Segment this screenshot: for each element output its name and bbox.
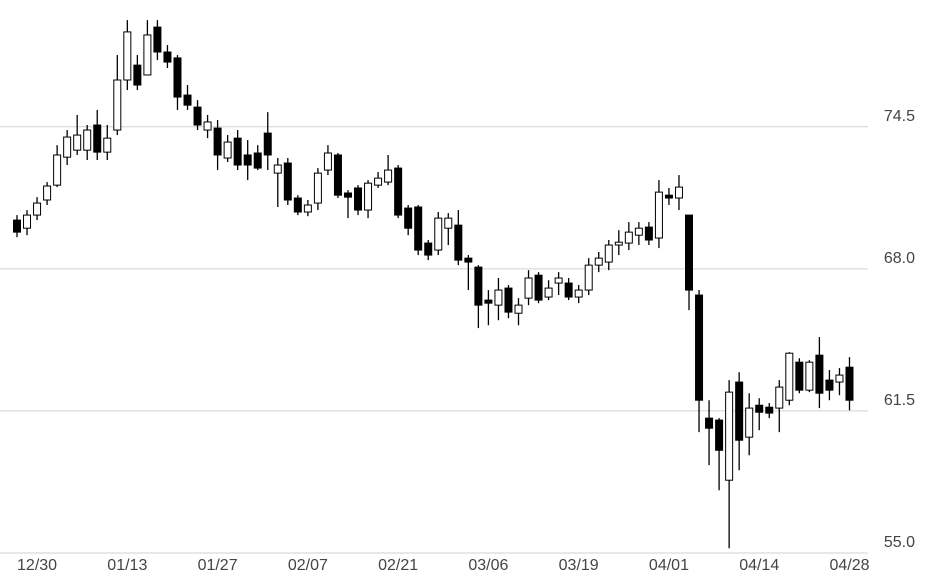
candle-body xyxy=(654,191,663,239)
x-tick-label: 04/14 xyxy=(739,557,779,574)
candle-body xyxy=(333,154,342,196)
x-tick-label: 02/21 xyxy=(378,557,418,574)
candle-body xyxy=(524,277,533,299)
candle-body xyxy=(494,289,503,306)
candle-body xyxy=(755,404,764,413)
candle-body xyxy=(795,361,804,391)
candle-body xyxy=(564,282,573,298)
candle-body xyxy=(424,242,433,256)
x-tick-label: 12/30 xyxy=(17,557,57,574)
candle-body xyxy=(484,299,493,304)
candle-body xyxy=(313,172,322,204)
candle-body xyxy=(83,129,92,151)
candle-body xyxy=(364,182,373,211)
candle-body xyxy=(404,207,413,229)
candle-body xyxy=(163,51,172,63)
candle-body xyxy=(434,217,443,251)
candle-body xyxy=(825,379,834,391)
candle-body xyxy=(93,124,102,153)
candle-body xyxy=(594,257,603,266)
candle-body xyxy=(203,121,212,131)
candle-body xyxy=(173,57,182,98)
candle-body xyxy=(354,187,363,211)
candle-body xyxy=(835,374,844,383)
candle-body xyxy=(13,219,21,233)
candle-body xyxy=(674,186,683,199)
candle-body xyxy=(785,352,794,401)
candle-body xyxy=(815,354,824,394)
candle-body xyxy=(323,152,332,171)
candle-body xyxy=(735,381,744,441)
candle-body xyxy=(805,361,814,391)
candle-body xyxy=(53,154,62,186)
candle-body xyxy=(554,277,563,284)
candle-body xyxy=(213,127,222,156)
candle-body xyxy=(263,132,272,156)
candle-body xyxy=(624,231,633,244)
x-tick-label: 01/13 xyxy=(107,557,147,574)
candle-body xyxy=(534,274,543,301)
candle-body xyxy=(705,417,714,429)
candle-body xyxy=(845,366,854,401)
candle-body xyxy=(73,134,82,151)
candle-body xyxy=(233,137,242,166)
candle-body xyxy=(715,419,724,451)
x-tick-label: 01/27 xyxy=(198,557,238,574)
candle-body xyxy=(384,169,393,183)
candle-body xyxy=(394,167,403,216)
candle-body xyxy=(133,64,142,86)
candle-body xyxy=(765,406,774,414)
candle-body xyxy=(725,391,734,481)
candle-body xyxy=(745,407,754,438)
candle-body xyxy=(193,106,202,126)
candle-body xyxy=(43,185,52,201)
candle-body xyxy=(685,214,694,291)
candle-body xyxy=(33,202,42,216)
candle-body xyxy=(644,226,653,241)
candle-body xyxy=(23,214,32,229)
candle-body xyxy=(444,217,453,229)
candle-body xyxy=(664,194,673,199)
candle-body xyxy=(514,304,523,314)
candle-body xyxy=(604,244,613,263)
candle-body xyxy=(143,34,152,76)
candle-body xyxy=(103,137,112,153)
y-tick-label: 61.5 xyxy=(884,392,915,409)
candle-body xyxy=(584,264,593,291)
candle-body xyxy=(303,204,312,213)
candle-body xyxy=(273,164,282,174)
candle-body xyxy=(504,287,513,313)
candle-body xyxy=(183,94,192,106)
candle-body xyxy=(374,177,383,186)
y-tick-label: 55.0 xyxy=(884,534,915,551)
x-tick-label: 04/28 xyxy=(829,557,869,574)
candle-body xyxy=(454,224,463,261)
candle-body xyxy=(113,79,122,131)
candle-body xyxy=(574,289,583,298)
candle-body xyxy=(253,152,262,169)
candle-body xyxy=(634,227,643,236)
x-tick-label: 02/07 xyxy=(288,557,328,574)
candle-body xyxy=(343,192,352,198)
candle-body xyxy=(414,206,423,251)
candle-body xyxy=(544,287,553,298)
candle-body xyxy=(283,162,292,201)
x-tick-label: 04/01 xyxy=(649,557,689,574)
candle-body xyxy=(223,141,232,159)
candle-body xyxy=(63,136,72,158)
candle-body xyxy=(243,154,252,166)
candle-body xyxy=(293,197,302,213)
candle-body xyxy=(123,31,132,81)
candle-body xyxy=(464,257,473,263)
x-tick-label: 03/19 xyxy=(559,557,599,574)
candle-body xyxy=(775,386,784,409)
candle-body xyxy=(474,266,483,306)
candle-body xyxy=(614,241,623,246)
candle-body xyxy=(695,294,704,401)
y-tick-label: 68.0 xyxy=(884,250,915,267)
candle-body xyxy=(153,26,162,53)
x-tick-label: 03/06 xyxy=(468,557,508,574)
y-tick-label: 74.5 xyxy=(884,108,915,125)
